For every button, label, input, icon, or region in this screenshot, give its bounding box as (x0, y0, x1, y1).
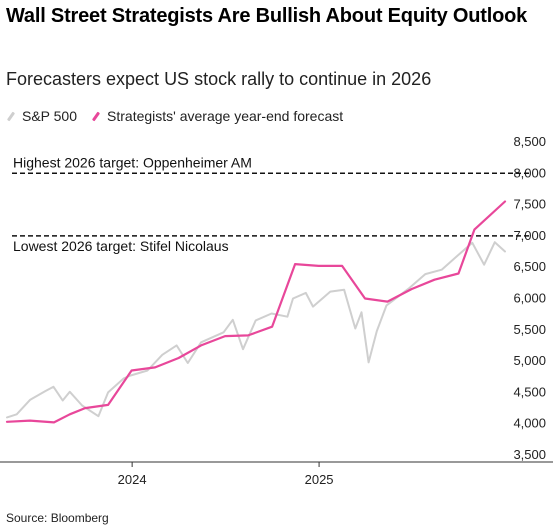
y-tick-label: 5,500 (513, 322, 546, 337)
y-tick-label: 6,000 (513, 291, 546, 306)
y-axis-labels: 3,500 4,000 4,500 5,000 5,500 6,000 6,500 7,000… (513, 134, 546, 462)
y-tick-label: 8,000 (513, 165, 546, 180)
y-tick-label: 7,000 (513, 228, 546, 243)
y-tick-label: 6,500 (513, 259, 546, 274)
sp500-line (6, 241, 506, 419)
legend-item-forecast: Strategists' average year-end forecast (91, 108, 343, 124)
y-tick-label: 7,500 (513, 197, 546, 212)
legend-swatch-sp500 (6, 111, 16, 121)
y-tick-label: 8,500 (513, 134, 546, 149)
x-tick-label: 2025 (305, 472, 334, 487)
legend-swatch-forecast (91, 111, 101, 121)
legend-item-sp500: S&P 500 (6, 108, 77, 124)
chart-title: Wall Street Strategists Are Bullish Abou… (6, 5, 528, 27)
y-tick-label: 4,500 (513, 384, 546, 399)
line-chart: 3,500 4,000 4,500 5,000 5,500 6,000 6,500 7,000… (0, 134, 553, 487)
legend: S&P 500 Strategists' average year-end fo… (6, 107, 357, 125)
y-tick-label: 3,500 (513, 447, 546, 462)
x-tick-label: 2024 (118, 472, 147, 487)
reference-line-label: Lowest 2026 target: Stifel Nicolaus (13, 238, 229, 254)
x-axis: 2024 2025 (0, 461, 553, 487)
legend-label-forecast: Strategists' average year-end forecast (107, 108, 344, 124)
reference-lines: Highest 2026 target: Oppenheimer AM Lowes… (12, 154, 530, 254)
y-tick-label: 4,000 (513, 416, 546, 431)
chart-subtitle: Forecasters expect US stock rally to con… (6, 69, 432, 89)
reference-line-label: Highest 2026 target: Oppenheimer AM (13, 154, 252, 170)
forecast-line (5, 200, 507, 424)
series-lines (5, 200, 507, 424)
legend-label-sp500: S&P 500 (22, 108, 78, 124)
source-note: Source: Bloomberg (6, 511, 109, 525)
y-tick-label: 5,000 (513, 353, 546, 368)
